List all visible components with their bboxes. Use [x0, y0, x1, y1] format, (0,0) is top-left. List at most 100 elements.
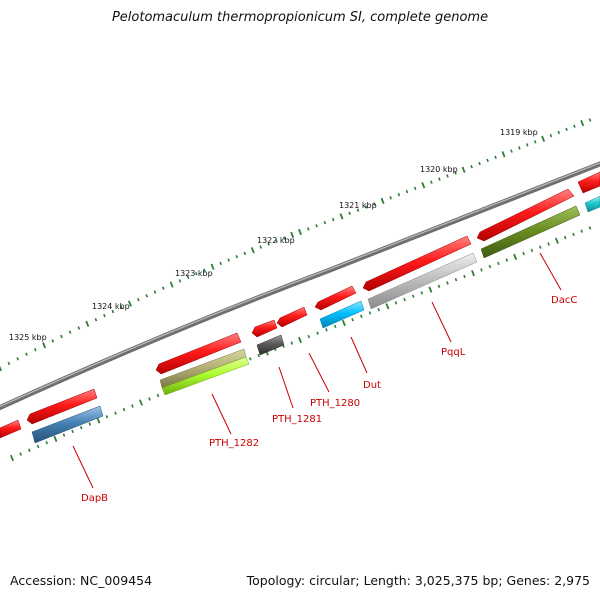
inner-tick-6	[62, 433, 66, 437]
inner-tick-b-22	[488, 264, 492, 269]
outer-tick-27	[227, 258, 231, 262]
outer-tick-b-19	[454, 171, 457, 175]
outer-tick-28	[235, 255, 239, 259]
gene-label-pth1281[interactable]: PTH_1281	[272, 414, 322, 425]
gene-forward-5[interactable]	[276, 306, 308, 328]
leader-lines	[72, 252, 562, 489]
gene-forward-6[interactable]	[251, 319, 278, 338]
inner-tick-4	[45, 441, 49, 445]
inner-tick-b-31	[563, 235, 567, 240]
outer-tick-29	[243, 251, 247, 256]
inner-tick-10	[96, 417, 101, 424]
outer-tick-b-8	[364, 205, 368, 209]
outer-tick-34	[283, 236, 286, 240]
gene-bar-pth1281[interactable]	[256, 334, 285, 356]
outer-tick-b-34	[573, 124, 576, 128]
outer-tick-0	[0, 364, 2, 372]
inner-tick-b-4	[333, 324, 337, 329]
topology-info: Topology: circular; Length: 3,025,375 bp…	[246, 573, 590, 588]
inner-tick-7	[71, 429, 74, 434]
outer-tick-b-17	[438, 177, 441, 181]
gene-bar-daca[interactable]	[480, 205, 581, 259]
gene-forward-4[interactable]	[314, 285, 357, 311]
outer-tick-b-28	[525, 143, 529, 147]
gene-label-pth1282[interactable]: PTH_1282	[209, 438, 259, 449]
outer-tick-13	[111, 309, 115, 314]
outer-tick-b-35	[580, 119, 585, 127]
outer-tick-2	[16, 357, 20, 361]
outer-tick-b-21	[470, 165, 473, 169]
inner-tick-b-10	[385, 303, 390, 310]
inner-tick-ring	[10, 226, 592, 462]
outer-tick-b-4	[331, 217, 335, 222]
inner-tick-8	[79, 426, 83, 430]
gene-forward-2[interactable]	[476, 188, 575, 242]
inner-tick-b-17	[446, 281, 449, 285]
inner-tick-17	[156, 393, 160, 398]
inner-tick-9	[88, 422, 92, 426]
leader-pth1281	[278, 366, 294, 409]
inner-tick-b-15	[428, 286, 433, 293]
inner-tick-b-11	[394, 301, 398, 305]
outer-tick-b-15	[421, 182, 426, 189]
genome-backbone-highlight	[0, 162, 600, 408]
outer-tick-b-12	[397, 193, 401, 197]
inner-tick-3	[36, 444, 40, 449]
outer-tick-15	[127, 300, 132, 307]
outer-tick-ring	[0, 118, 592, 372]
leader-dut	[350, 336, 368, 374]
outer-tick-32	[267, 242, 270, 246]
gene-label-daca[interactable]: DacC	[551, 295, 577, 306]
inner-tick-b-9	[377, 307, 381, 312]
outer-tick-1	[7, 361, 11, 366]
outer-tick-b-32	[557, 130, 561, 135]
genome-backbone	[0, 161, 600, 411]
gene-bar-pqql[interactable]	[367, 252, 478, 310]
gene-forward-8[interactable]	[26, 388, 98, 425]
leader-dapb	[72, 445, 94, 489]
inner-tick-33	[290, 341, 294, 345]
outer-tick-18	[153, 290, 157, 294]
outer-tick-14	[120, 305, 123, 310]
gene-forward-3[interactable]	[362, 235, 472, 292]
leader-pth1282	[211, 393, 232, 435]
outer-tick-3	[25, 352, 28, 356]
outer-tick-b-16	[430, 180, 433, 184]
inner-tick-b-25	[513, 253, 518, 261]
gene-bar-pth1282-lower[interactable]	[161, 356, 250, 396]
feature-track	[31, 195, 600, 444]
outer-tick-b-10	[380, 197, 385, 205]
inner-tick-b-8	[368, 311, 372, 315]
outer-tick-9	[77, 326, 81, 330]
gene-bar-dut[interactable]	[319, 300, 365, 329]
gene-bar-teal[interactable]	[584, 195, 600, 213]
inner-tick-b-7	[359, 314, 363, 318]
leader-pth1280	[308, 352, 330, 393]
outer-tick-b-9	[373, 202, 376, 206]
gene-bar-dapb[interactable]	[31, 405, 104, 444]
outer-tick-30	[250, 247, 255, 254]
gene-forward-7[interactable]	[155, 332, 242, 375]
inner-tick-13	[122, 407, 126, 412]
inner-tick-14	[131, 404, 134, 408]
inner-tick-b-33	[580, 229, 584, 233]
gene-forward-1[interactable]	[577, 171, 600, 194]
gene-forward-9[interactable]	[0, 419, 22, 439]
inner-tick-15	[139, 399, 143, 406]
inner-tick-b-3	[325, 328, 328, 332]
gene-label-pth1280[interactable]: PTH_1280	[310, 398, 360, 409]
scale-label-1319: 1319 kbp	[500, 128, 538, 137]
gene-label-dapb[interactable]: DapB	[81, 493, 108, 504]
scale-label-1324: 1324 kbp	[92, 302, 130, 311]
outer-tick-7	[60, 334, 63, 339]
gene-label-dut[interactable]: Dut	[363, 380, 381, 391]
inner-tick-11	[105, 415, 109, 419]
outer-tick-b-23	[486, 158, 489, 163]
inner-tick-b-24	[505, 258, 509, 262]
outer-tick-b-2	[315, 224, 318, 228]
inner-tick-b-13	[411, 294, 415, 298]
gene-label-pqql[interactable]: PqqL	[441, 347, 466, 358]
outer-tick-4	[33, 348, 37, 352]
outer-tick-b-0	[298, 228, 302, 236]
